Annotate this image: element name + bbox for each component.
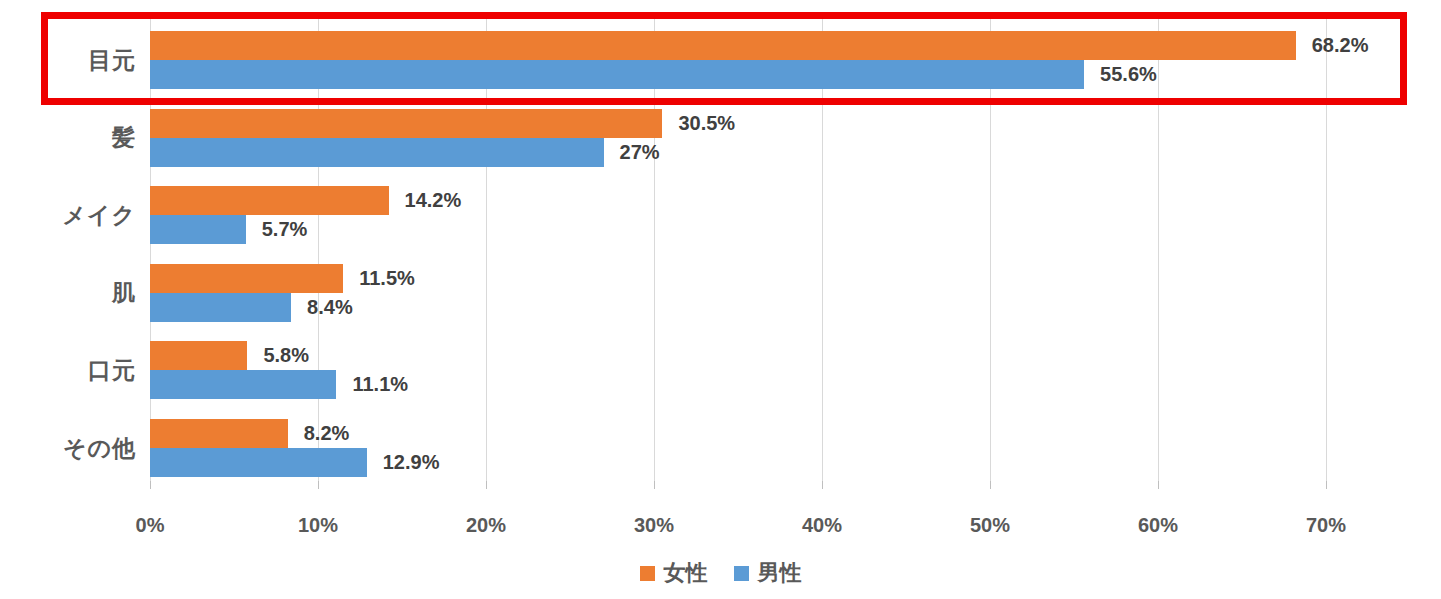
axis-tick	[990, 481, 991, 489]
x-axis-label: 30%	[609, 514, 699, 537]
value-label: 5.7%	[262, 215, 308, 244]
bar-female	[150, 419, 288, 448]
axis-tick	[822, 481, 823, 489]
value-label: 30.5%	[678, 109, 735, 138]
bar-female	[150, 264, 343, 293]
category-label: その他	[0, 419, 136, 477]
axis-tick	[1326, 481, 1327, 489]
x-axis-label: 20%	[441, 514, 531, 537]
legend: 女性 男性	[0, 558, 1441, 588]
legend-label-female: 女性	[664, 558, 708, 588]
bar-female	[150, 341, 247, 370]
x-axis-label: 60%	[1113, 514, 1203, 537]
bar-male	[150, 293, 291, 322]
legend-label-male: 男性	[758, 558, 802, 588]
value-label: 27%	[620, 138, 660, 167]
category-label: メイク	[0, 186, 136, 244]
axis-tick	[486, 481, 487, 489]
bar-female	[150, 186, 389, 215]
legend-swatch-male	[734, 566, 749, 581]
x-axis-label: 70%	[1281, 514, 1371, 537]
axis-tick	[1158, 481, 1159, 489]
legend-swatch-female	[640, 566, 655, 581]
axis-tick	[318, 481, 319, 489]
legend-item-male: 男性	[734, 558, 802, 588]
x-axis-label: 40%	[777, 514, 867, 537]
value-label: 8.4%	[307, 293, 353, 322]
x-axis-label: 10%	[273, 514, 363, 537]
bar-male	[150, 370, 336, 399]
axis-tick	[654, 481, 655, 489]
x-axis-label: 0%	[105, 514, 195, 537]
highlight-box	[41, 12, 1407, 105]
bar-male	[150, 448, 367, 477]
bar-male	[150, 138, 604, 167]
bar-female	[150, 109, 662, 138]
value-label: 5.8%	[263, 341, 309, 370]
bar-male	[150, 215, 246, 244]
category-label: 口元	[0, 341, 136, 399]
value-label: 11.5%	[359, 264, 415, 293]
category-label: 髪	[0, 109, 136, 167]
value-label: 11.1%	[352, 370, 408, 399]
category-label: 肌	[0, 264, 136, 322]
value-label: 14.2%	[405, 186, 462, 215]
legend-item-female: 女性	[640, 558, 708, 588]
axis-tick	[150, 481, 151, 489]
value-label: 8.2%	[304, 419, 350, 448]
value-label: 12.9%	[383, 448, 440, 477]
bar-chart: 女性男性 0%10%20%30%40%50%60%70%目元68.2%55.6%…	[0, 0, 1441, 599]
x-axis-label: 50%	[945, 514, 1035, 537]
